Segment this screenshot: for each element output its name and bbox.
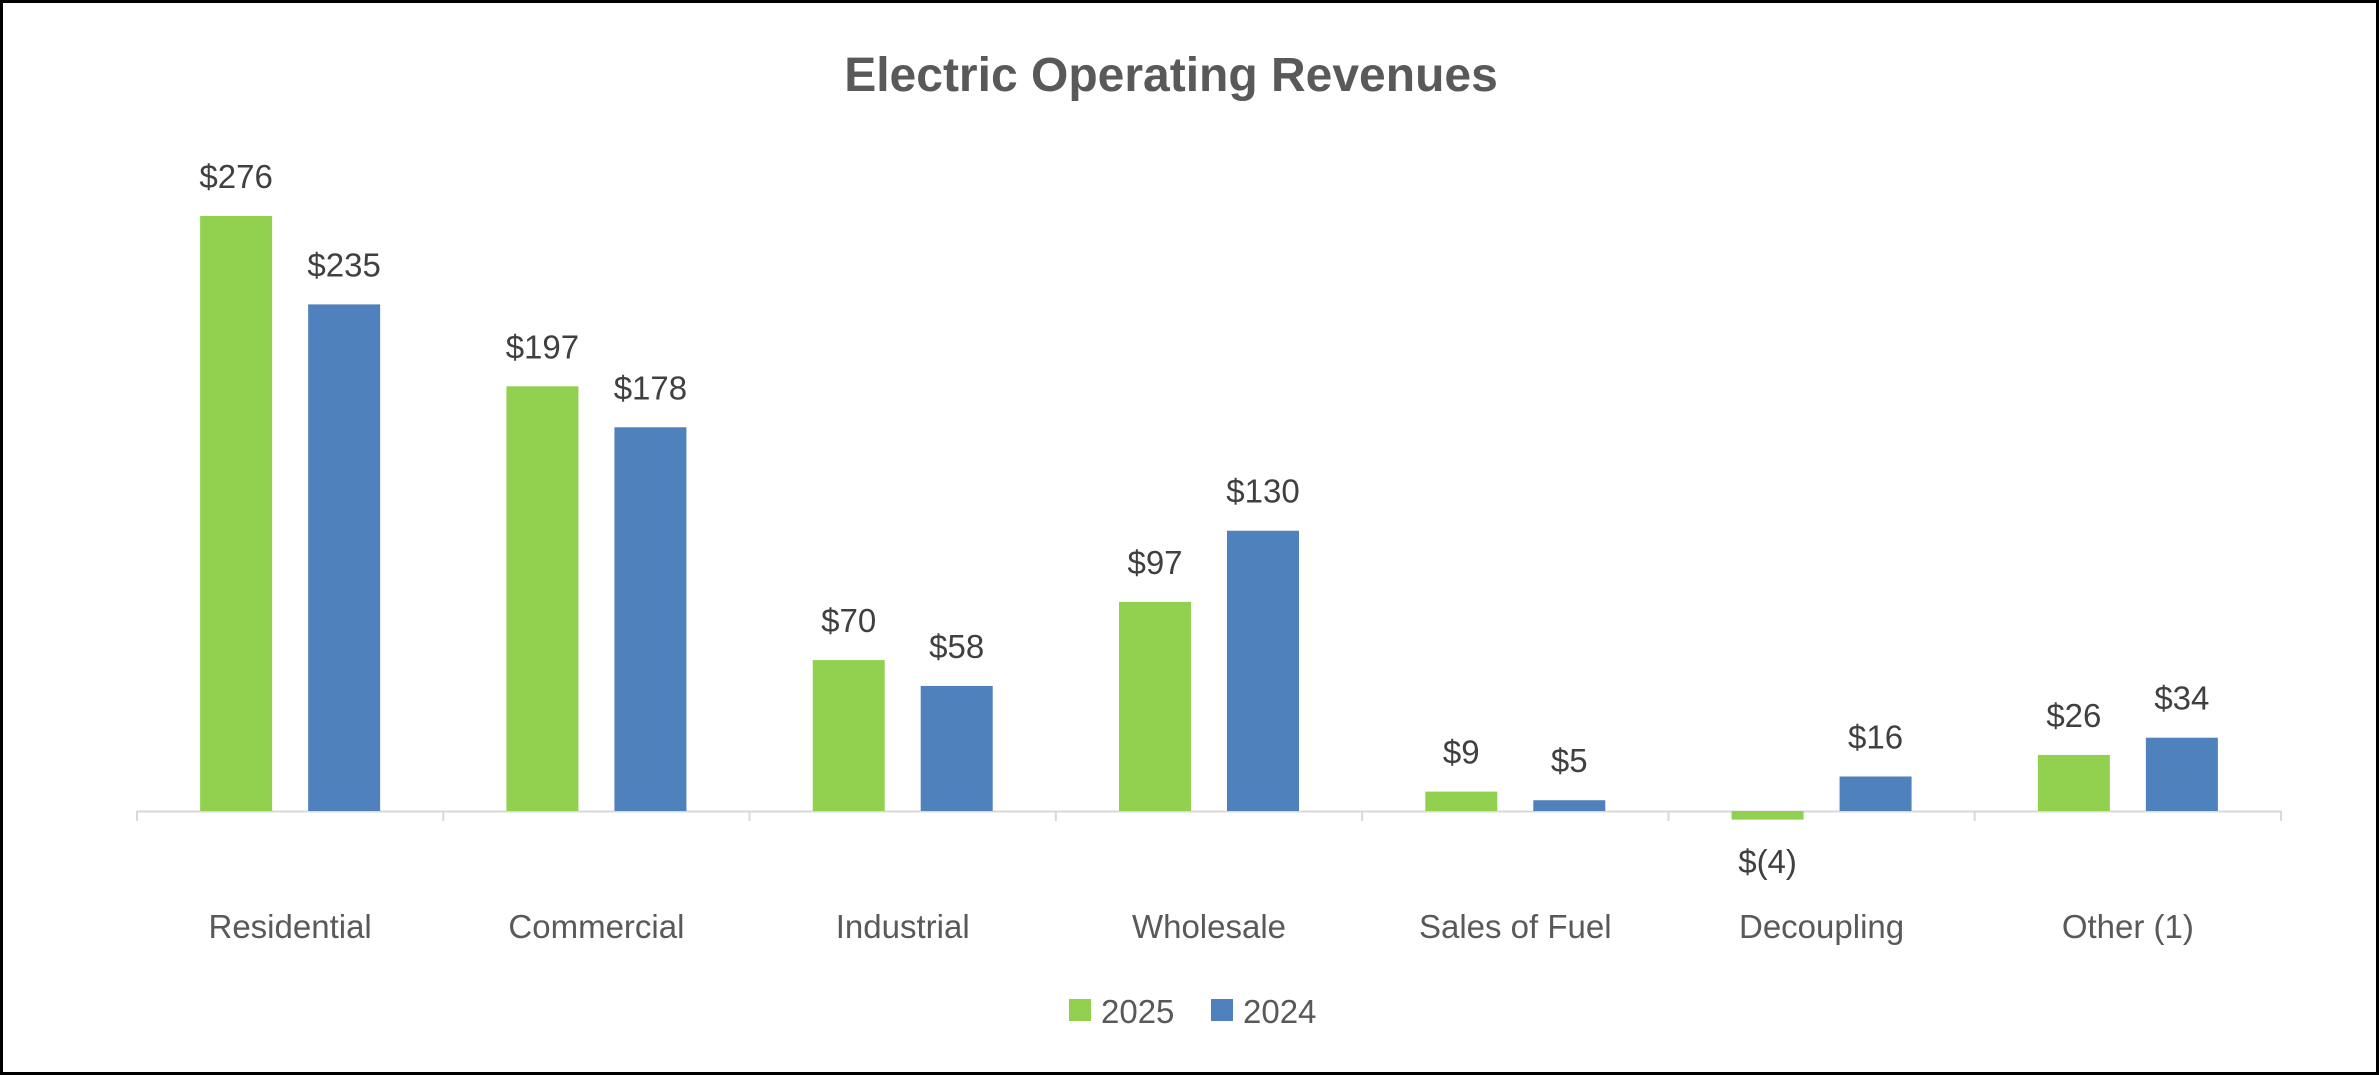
category-label-industrial: Industrial [836, 908, 970, 945]
category-label-wholesale: Wholesale [1132, 908, 1286, 945]
category-label-commercial: Commercial [508, 908, 684, 945]
legend: 2025 2024 [1069, 993, 1316, 1030]
data-label-industrial-2025: $70 [821, 602, 876, 639]
data-label-commercial-2025: $197 [506, 328, 579, 365]
bar-wholesale-2025 [1119, 601, 1191, 811]
data-label-decoupling-2024: $16 [1848, 719, 1903, 756]
data-label-other-1-2024: $34 [2154, 680, 2209, 717]
category-label-other-1: Other (1) [2062, 908, 2194, 945]
legend-label-2025: 2025 [1101, 993, 1174, 1030]
category-label-decoupling: Decoupling [1739, 908, 1904, 945]
bar-decoupling-2025 [1731, 811, 1804, 820]
bar-other-1-2025 [2037, 754, 2110, 811]
bar-sales-of-fuel-2025 [1425, 791, 1498, 811]
bars-layer [200, 216, 2218, 820]
category-labels-layer: Residential Commercial Industrial Wholesale… [209, 908, 2194, 945]
data-label-other-1-2025: $26 [2046, 697, 2101, 734]
bar-industrial-2024 [920, 685, 993, 811]
category-label-sales-of-fuel: Sales of Fuel [1419, 908, 1612, 945]
chart-title: Electric Operating Revenues [844, 49, 1498, 102]
legend-swatch-2024 [1211, 999, 1233, 1021]
bar-residential-2025 [200, 216, 273, 811]
legend-swatch-2025 [1069, 999, 1091, 1021]
category-label-residential: Residential [209, 908, 372, 945]
data-label-residential-2024: $235 [307, 246, 380, 283]
data-label-commercial-2024: $178 [614, 369, 687, 406]
chart-svg: Electric Operating Revenues $276 $235 $197… [136, 49, 2282, 1030]
legend-label-2024: 2024 [1243, 993, 1316, 1030]
data-label-sales-of-fuel-2025: $9 [1443, 734, 1480, 771]
bar-industrial-2025 [812, 660, 885, 811]
bar-commercial-2025 [506, 386, 579, 811]
bar-sales-of-fuel-2024 [1533, 800, 1606, 811]
bar-residential-2024 [308, 304, 381, 811]
data-label-sales-of-fuel-2024: $5 [1551, 742, 1588, 779]
data-label-residential-2025: $276 [199, 158, 272, 195]
bar-wholesale-2024 [1227, 530, 1299, 811]
data-label-decoupling-2025: $(4) [1738, 843, 1797, 880]
bar-commercial-2024 [614, 427, 687, 811]
bar-decoupling-2024 [1839, 776, 1912, 811]
data-labels-layer: $276 $235 $197 $178 $70 $58 $97 $130 $9 $5 $(4) $16… [199, 158, 2209, 880]
data-label-industrial-2024: $58 [929, 628, 984, 665]
axis-layer [136, 810, 2282, 821]
bar-other-1-2024 [2145, 737, 2218, 811]
data-label-wholesale-2024: $130 [1226, 473, 1299, 510]
data-label-wholesale-2025: $97 [1127, 544, 1182, 581]
